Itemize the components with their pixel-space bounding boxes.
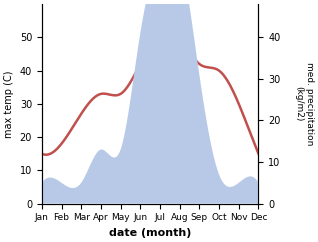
X-axis label: date (month): date (month) — [109, 228, 191, 238]
Y-axis label: max temp (C): max temp (C) — [4, 70, 14, 138]
Y-axis label: med. precipitation
(kg/m2): med. precipitation (kg/m2) — [294, 62, 314, 145]
